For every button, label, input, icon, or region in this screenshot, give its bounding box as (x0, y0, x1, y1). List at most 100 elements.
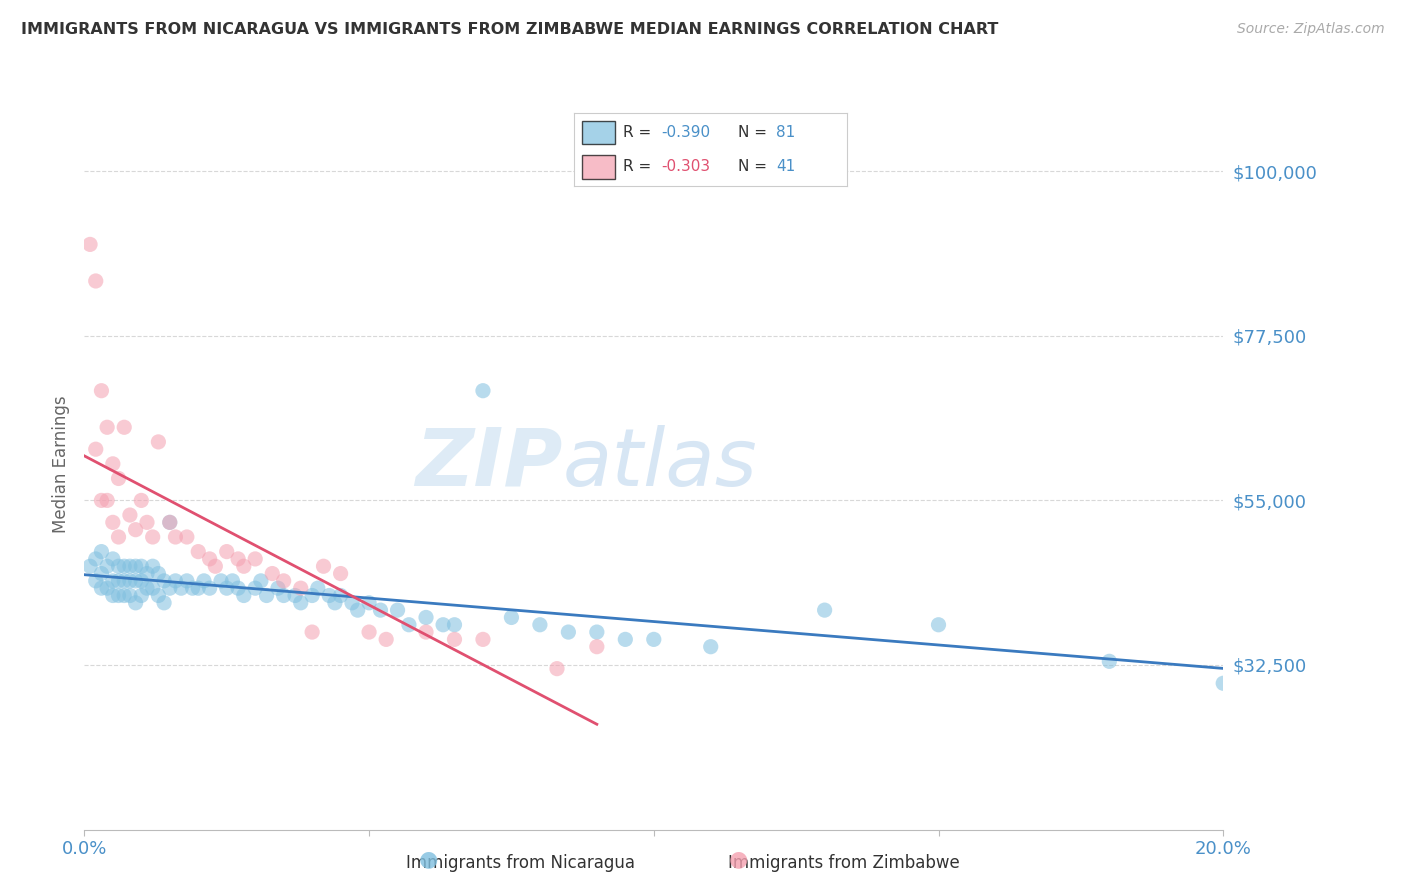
Point (79, 237, 101, 252)
Point (159, 516, 181, 530)
Point (181, 581, 204, 595)
Point (112, 574, 135, 588)
Point (226, 581, 249, 595)
Point (153, 596, 176, 610)
Point (546, 662, 568, 676)
Point (284, 589, 307, 603)
Point (148, 434, 170, 449)
Point (415, 625, 437, 640)
Point (501, 610, 523, 624)
Point (96, 581, 118, 595)
Point (142, 530, 165, 544)
Point (387, 603, 409, 617)
Point (415, 610, 437, 624)
Text: Immigrants from Nicaragua: Immigrants from Nicaragua (406, 855, 634, 872)
Point (84, 274, 107, 288)
Point (700, 640, 723, 654)
Point (359, 596, 381, 610)
Point (131, 589, 153, 603)
Point (101, 516, 124, 530)
Point (118, 574, 141, 588)
Point (176, 574, 198, 588)
Point (96, 493, 118, 508)
Point (340, 596, 363, 610)
Point (131, 574, 153, 588)
Point (193, 574, 215, 588)
Point (148, 589, 170, 603)
Point (84, 442, 107, 457)
Point (215, 544, 238, 558)
Point (107, 471, 129, 485)
Y-axis label: Median Earnings: Median Earnings (52, 395, 70, 533)
Point (112, 589, 135, 603)
Point (136, 516, 159, 530)
Point (614, 632, 637, 647)
Point (928, 617, 950, 632)
Point (443, 617, 465, 632)
Point (245, 581, 267, 595)
Point (101, 589, 124, 603)
Point (90, 544, 112, 558)
Point (290, 596, 312, 610)
Point (215, 581, 238, 595)
Point (112, 559, 135, 574)
Text: IMMIGRANTS FROM NICARAGUA VS IMMIGRANTS FROM ZIMBABWE MEDIAN EARNINGS CORRELATIO: IMMIGRANTS FROM NICARAGUA VS IMMIGRANTS … (21, 22, 998, 37)
Point (131, 493, 153, 508)
Point (301, 625, 323, 640)
Point (165, 530, 187, 544)
Point (209, 574, 232, 588)
Point (90, 581, 112, 595)
Point (262, 566, 284, 581)
Point (256, 589, 278, 603)
Point (165, 574, 187, 588)
Point (118, 559, 141, 574)
Text: Immigrants from Zimbabwe: Immigrants from Zimbabwe (728, 855, 959, 872)
Point (370, 603, 392, 617)
Point (432, 617, 454, 632)
Point (142, 559, 165, 574)
Point (359, 625, 381, 640)
Point (1098, 654, 1121, 668)
Point (101, 457, 124, 471)
Point (273, 574, 295, 588)
Point (176, 530, 198, 544)
Point (204, 559, 226, 574)
Point (346, 603, 368, 617)
Point (250, 574, 273, 588)
Point (112, 420, 135, 434)
Point (187, 544, 209, 558)
Point (101, 552, 124, 566)
Point (472, 384, 495, 398)
Text: ●: ● (419, 849, 439, 869)
Point (107, 530, 129, 544)
Point (124, 596, 146, 610)
Text: ●: ● (728, 849, 748, 869)
Point (101, 574, 124, 588)
Point (586, 625, 609, 640)
Point (84, 552, 107, 566)
Point (226, 552, 249, 566)
Text: ZIP: ZIP (415, 425, 562, 503)
Point (398, 617, 420, 632)
Point (131, 559, 153, 574)
Point (107, 574, 129, 588)
Point (170, 581, 193, 595)
Point (153, 574, 176, 588)
Point (84, 574, 107, 588)
Point (136, 581, 159, 595)
Point (290, 581, 312, 595)
Point (245, 552, 267, 566)
Point (443, 632, 465, 647)
Point (643, 632, 665, 647)
Point (90, 493, 112, 508)
Text: Source: ZipAtlas.com: Source: ZipAtlas.com (1237, 22, 1385, 37)
Point (90, 566, 112, 581)
Point (557, 625, 579, 640)
Point (96, 420, 118, 434)
Point (586, 640, 609, 654)
Point (198, 581, 221, 595)
Point (318, 589, 340, 603)
Point (1212, 676, 1234, 690)
Point (472, 632, 495, 647)
Point (323, 596, 346, 610)
